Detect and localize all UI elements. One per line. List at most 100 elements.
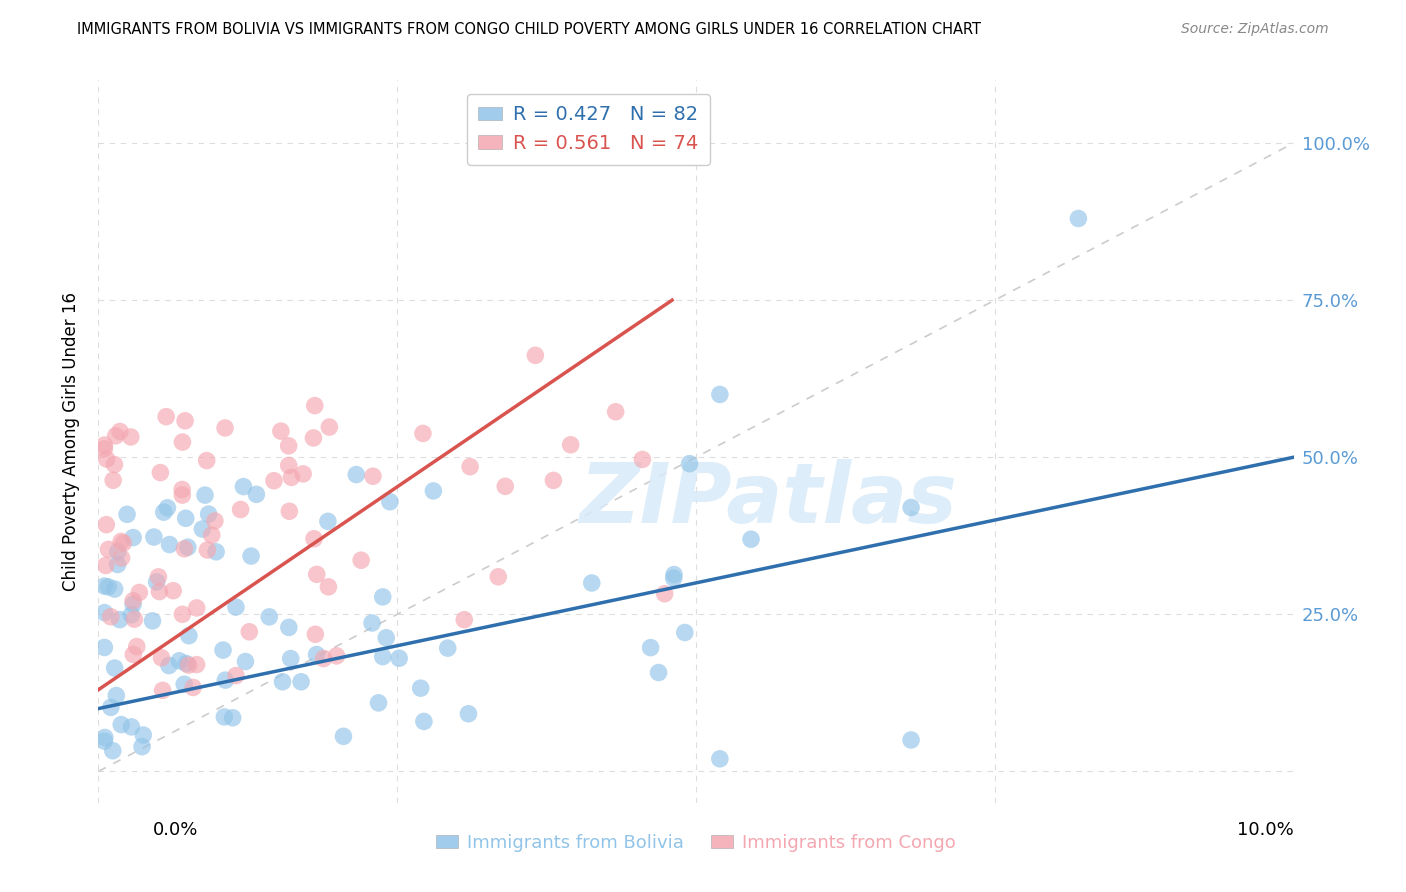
Point (232, 480, 254, 494)
Point (375, 631, 398, 645)
Y-axis label: Child Poverty Among Girls Under 16: Child Poverty Among Girls Under 16 (62, 292, 80, 591)
Point (361, 469, 384, 483)
Point (277, 620, 299, 634)
Point (581, 576, 603, 591)
Point (280, 651, 302, 665)
Legend: Immigrants from Bolivia, Immigrants from Congo: Immigrants from Bolivia, Immigrants from… (429, 826, 963, 859)
Point (302, 532, 325, 546)
Point (93, 640, 115, 655)
Point (104, 582, 127, 596)
Point (93, 579, 115, 593)
Point (152, 683, 174, 698)
Point (169, 654, 191, 668)
Point (156, 500, 179, 515)
Point (436, 641, 458, 656)
Point (277, 439, 299, 453)
Point (344, 467, 367, 482)
Point (204, 514, 226, 528)
Point (145, 574, 167, 589)
Point (104, 661, 127, 675)
Point (367, 696, 389, 710)
Point (120, 720, 142, 734)
Point (409, 681, 432, 695)
Point (413, 714, 436, 729)
Point (108, 613, 131, 627)
Point (271, 674, 294, 689)
Point (240, 549, 263, 563)
Point (103, 458, 125, 472)
Point (96, 517, 118, 532)
Point (458, 459, 481, 474)
Point (159, 537, 181, 551)
Point (172, 435, 194, 450)
Point (235, 655, 257, 669)
Point (257, 610, 280, 624)
Point (605, 405, 627, 419)
Point (122, 597, 145, 611)
Point (290, 674, 312, 689)
Point (673, 625, 696, 640)
Point (172, 483, 194, 497)
Point (318, 420, 340, 434)
Point (318, 580, 340, 594)
Point (662, 567, 685, 582)
Point (115, 508, 138, 522)
Point (100, 700, 122, 714)
Point (270, 424, 292, 438)
Text: 10.0%: 10.0% (1237, 821, 1294, 838)
Point (662, 571, 685, 585)
Point (120, 430, 142, 444)
Point (172, 607, 194, 622)
Point (900, 733, 922, 747)
Point (201, 528, 224, 542)
Point (325, 648, 347, 663)
Point (225, 600, 247, 615)
Point (93, 442, 115, 456)
Point (173, 677, 195, 691)
Point (101, 744, 124, 758)
Point (457, 706, 479, 721)
Point (453, 613, 475, 627)
Point (152, 505, 174, 519)
Point (560, 438, 582, 452)
Point (631, 452, 654, 467)
Point (104, 429, 127, 443)
Point (122, 648, 145, 662)
Point (110, 717, 132, 731)
Point (142, 530, 165, 544)
Point (371, 649, 394, 664)
Text: IMMIGRANTS FROM BOLIVIA VS IMMIGRANTS FROM CONGO CHILD POVERTY AMONG GIRLS UNDER: IMMIGRANTS FROM BOLIVIA VS IMMIGRANTS FR… (77, 22, 981, 37)
Point (302, 431, 325, 445)
Point (654, 587, 676, 601)
Point (173, 541, 195, 556)
Point (149, 466, 172, 480)
Point (194, 488, 217, 502)
Point (197, 507, 219, 521)
Point (263, 474, 285, 488)
Point (229, 502, 252, 516)
Point (378, 494, 401, 508)
Point (174, 414, 197, 428)
Point (110, 534, 132, 549)
Point (191, 522, 214, 536)
Point (304, 399, 326, 413)
Point (412, 426, 434, 441)
Point (105, 689, 128, 703)
Text: 0.0%: 0.0% (153, 821, 198, 838)
Point (177, 658, 200, 673)
Point (131, 739, 153, 754)
Point (332, 729, 354, 743)
Point (197, 543, 219, 558)
Point (122, 594, 145, 608)
Point (647, 665, 669, 680)
Point (280, 470, 302, 484)
Point (122, 531, 145, 545)
Text: Source: ZipAtlas.com: Source: ZipAtlas.com (1181, 22, 1329, 37)
Point (157, 658, 180, 673)
Point (1067, 211, 1090, 226)
Point (94, 731, 117, 745)
Point (486, 570, 509, 584)
Point (640, 640, 662, 655)
Point (709, 387, 731, 401)
Point (155, 409, 177, 424)
